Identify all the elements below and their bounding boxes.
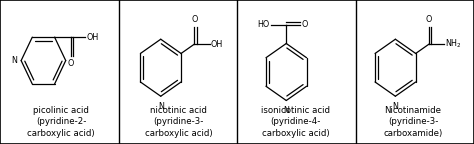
Text: O: O	[301, 20, 308, 30]
Text: OH: OH	[211, 40, 223, 49]
Text: OH: OH	[86, 33, 99, 42]
Text: O: O	[191, 15, 198, 24]
Text: NH$_2$: NH$_2$	[446, 38, 462, 50]
Text: Nicotinamide
(pyridine-3-
carboxamide): Nicotinamide (pyridine-3- carboxamide)	[383, 106, 443, 138]
Text: O: O	[426, 15, 432, 24]
Text: N: N	[392, 102, 398, 111]
Text: N: N	[283, 106, 289, 115]
Text: O: O	[68, 58, 74, 68]
Text: isonicotinic acid
(pyridine-4-
carboxylic acid): isonicotinic acid (pyridine-4- carboxyli…	[261, 106, 330, 138]
Text: nicotinic acid
(pyridine-3-
carboxylic acid): nicotinic acid (pyridine-3- carboxylic a…	[145, 106, 212, 138]
Text: picolinic acid
(pyridine-2-
carboxylic acid): picolinic acid (pyridine-2- carboxylic a…	[27, 106, 95, 138]
Text: HO: HO	[257, 20, 270, 30]
Text: N: N	[12, 56, 18, 65]
Text: N: N	[158, 102, 164, 111]
